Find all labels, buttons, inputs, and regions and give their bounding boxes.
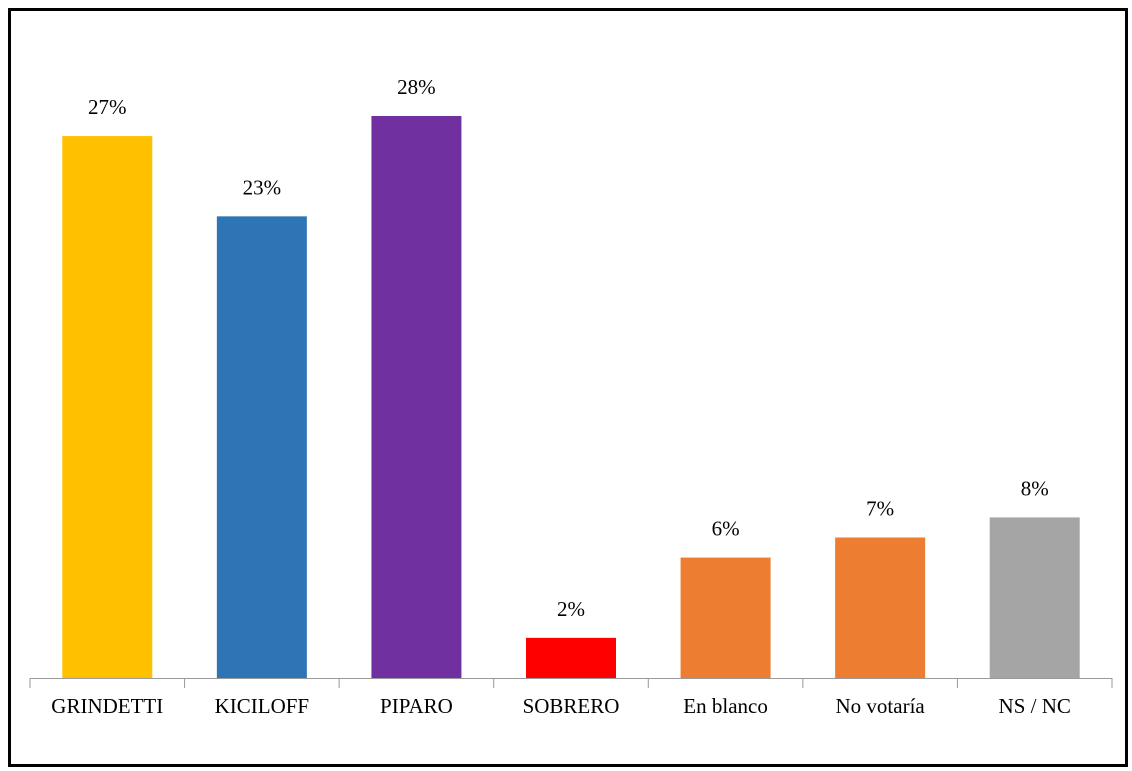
x-tick-label: KICILOFF <box>215 694 310 718</box>
bar <box>835 537 926 678</box>
bar <box>216 216 307 678</box>
value-label: 2% <box>557 597 585 621</box>
bar <box>62 136 153 679</box>
x-tick-label: SOBRERO <box>523 694 620 718</box>
x-tick-label: NS / NC <box>999 694 1071 718</box>
bar <box>680 557 771 678</box>
value-label: 27% <box>88 95 127 119</box>
x-tick-label: No votaría <box>836 694 926 718</box>
x-tick-label: En blanco <box>683 694 768 718</box>
bar <box>371 116 462 678</box>
value-label: 28% <box>397 75 436 99</box>
value-label: 8% <box>1021 476 1049 500</box>
x-tick-label: PIPARO <box>380 694 453 718</box>
value-label: 23% <box>243 175 282 199</box>
bar <box>989 517 1080 678</box>
bar <box>526 637 616 678</box>
value-label: 7% <box>866 497 894 521</box>
value-label: 6% <box>712 517 740 541</box>
x-tick-label: GRINDETTI <box>51 694 163 718</box>
